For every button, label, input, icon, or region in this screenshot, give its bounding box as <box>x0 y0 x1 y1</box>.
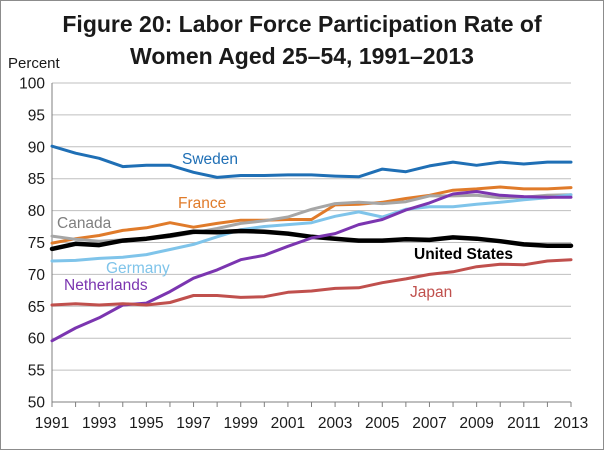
y-tick-label-50: 50 <box>28 395 46 412</box>
y-tick-label-90: 90 <box>28 139 46 156</box>
x-tick-label-1995: 1995 <box>129 415 163 432</box>
y-axis-label: Percent <box>8 55 60 72</box>
series-label-japan: Japan <box>410 284 452 301</box>
y-tick-label-65: 65 <box>28 299 45 316</box>
chart-title: Figure 20: Labor Force Participation Rat… <box>0 8 604 72</box>
x-tick-label-2003: 2003 <box>318 415 352 432</box>
y-tick-label-95: 95 <box>28 107 45 124</box>
series-line-japan <box>50 258 573 307</box>
y-tick-label-55: 55 <box>28 363 45 380</box>
y-tick-label-60: 60 <box>28 331 46 348</box>
series-label-france: France <box>178 195 226 212</box>
series-label-netherlands: Netherlands <box>64 277 148 294</box>
series-line-germany <box>50 193 573 263</box>
chart-title-line1: Figure 20: Labor Force Participation Rat… <box>62 11 542 37</box>
y-tick-label-100: 100 <box>19 76 45 93</box>
chart-title-line2: Women Aged 25–54, 1991–2013 <box>130 43 474 69</box>
x-tick-label-2005: 2005 <box>365 415 399 432</box>
x-tick-label-1997: 1997 <box>176 415 210 432</box>
x-tick-label-2007: 2007 <box>412 415 446 432</box>
series-label-canada: Canada <box>57 215 112 232</box>
x-tick-label-1993: 1993 <box>82 415 116 432</box>
series-line-sweden <box>50 144 573 179</box>
series-label-sweden: Sweden <box>182 151 238 168</box>
series-line-france <box>50 185 573 245</box>
y-tick-label-85: 85 <box>28 171 45 188</box>
x-tick-label-2011: 2011 <box>507 415 540 432</box>
y-tick-label-70: 70 <box>28 267 46 284</box>
y-tick-label-75: 75 <box>28 235 45 252</box>
x-tick-label-1999: 1999 <box>223 415 257 432</box>
series-label-united-states: United States <box>414 246 513 263</box>
x-tick-label-2013: 2013 <box>554 415 588 432</box>
x-tick-label-2009: 2009 <box>459 415 493 432</box>
x-tick-label-1991: 1991 <box>35 415 69 432</box>
y-tick-label-80: 80 <box>28 203 46 220</box>
series-label-germany: Germany <box>106 260 170 277</box>
x-tick-label-2001: 2001 <box>271 415 305 432</box>
